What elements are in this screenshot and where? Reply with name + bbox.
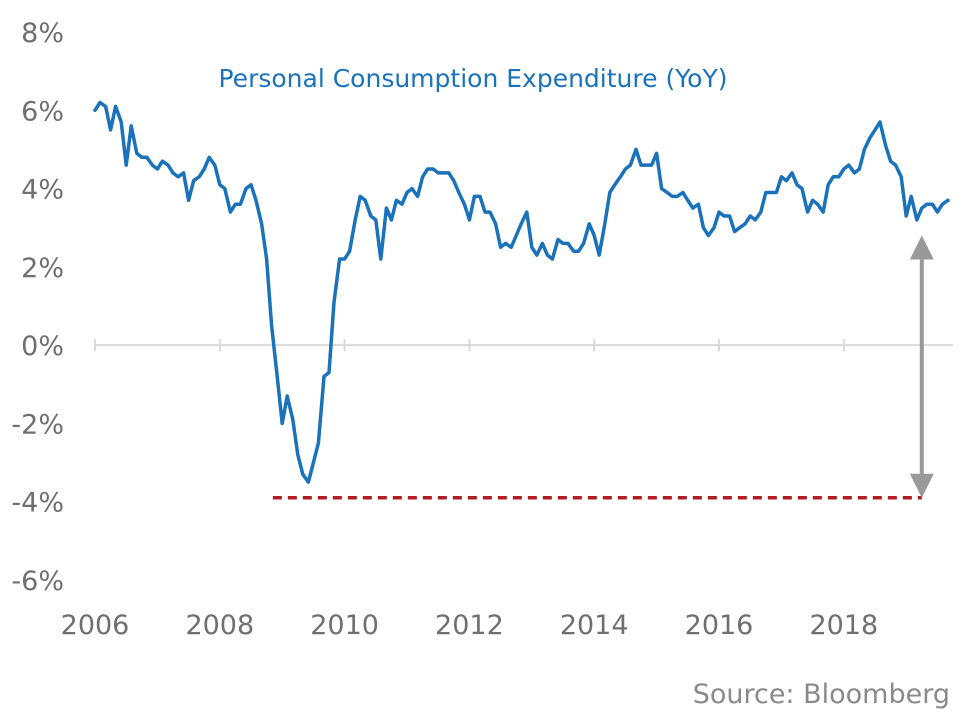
- series-line: [93, 100, 950, 484]
- y-tick-label: 6%: [21, 96, 64, 127]
- arrow-head-up: [909, 235, 934, 260]
- x-tick-label: 2014: [560, 610, 629, 641]
- chart-title: Personal Consumption Expenditure (YoY): [219, 64, 728, 93]
- x-tick-label: 2012: [435, 610, 504, 641]
- x-axis: [94, 339, 953, 352]
- series-group: [93, 100, 950, 484]
- y-tick-label: -2%: [11, 409, 64, 440]
- x-axis-tick-labels: 2006 2008 2010 2012 2014 2016 2018: [61, 610, 879, 641]
- x-tick-label: 2006: [61, 610, 130, 641]
- source-note: Source: Bloomberg: [693, 679, 950, 710]
- x-tick-label: 2016: [685, 610, 754, 641]
- y-tick-label: 0%: [21, 331, 64, 362]
- x-tick-label: 2018: [809, 610, 878, 641]
- arrow-head-down: [909, 473, 934, 498]
- y-tick-label: -4%: [11, 488, 64, 519]
- y-tick-label: 8%: [21, 18, 64, 49]
- y-tick-label: 2%: [21, 253, 64, 284]
- y-tick-label: -6%: [11, 566, 64, 597]
- y-axis-tick-labels: 8% 6% 4% 2% 0% -2% -4% -6%: [11, 18, 64, 597]
- y-tick-label: 4%: [21, 175, 64, 206]
- x-tick-label: 2008: [185, 610, 254, 641]
- arrow-group: [909, 235, 934, 498]
- x-tick-label: 2010: [310, 610, 379, 641]
